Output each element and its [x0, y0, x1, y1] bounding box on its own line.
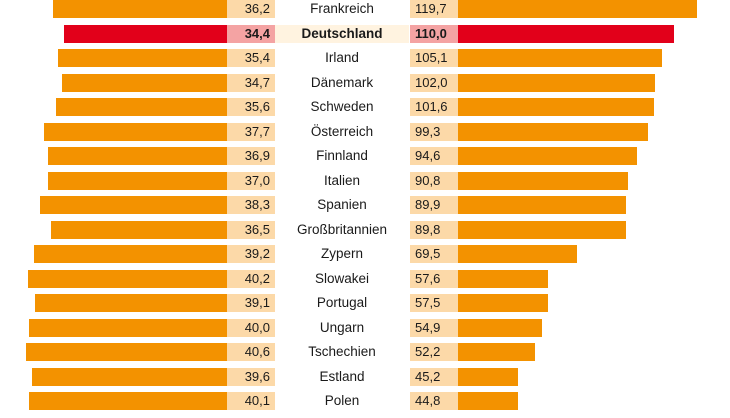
left-bar — [43, 122, 275, 141]
right-value-label: 102,0 — [410, 73, 458, 92]
right-value-label: 94,6 — [410, 147, 458, 165]
right-value-label: 57,6 — [410, 269, 458, 288]
country-label: Irland — [325, 50, 359, 65]
left-bar — [63, 24, 275, 43]
country-label: Frankreich — [310, 1, 374, 16]
left-value-label: 40,0 — [227, 318, 275, 337]
left-value-label: 37,7 — [227, 122, 275, 141]
right-value-label: 69,5 — [410, 245, 458, 263]
left-bar — [25, 343, 275, 361]
right-bar — [410, 122, 649, 141]
left-bar — [48, 147, 275, 165]
left-value-label: 35,4 — [227, 49, 275, 67]
left-bar — [29, 318, 275, 337]
left-bar — [57, 49, 275, 67]
left-value-label: 40,1 — [227, 392, 275, 410]
left-value-label: 39,1 — [227, 294, 275, 312]
right-value-label: 57,5 — [410, 294, 458, 312]
country-label: Zypern — [320, 246, 364, 261]
left-value-label: 39,2 — [227, 245, 275, 263]
left-value-label: 39,6 — [227, 367, 275, 386]
left-bar — [47, 171, 275, 190]
left-value-label: 36,2 — [227, 0, 275, 18]
left-bar — [28, 269, 275, 288]
left-bar — [34, 294, 275, 312]
left-value-label: 40,6 — [227, 343, 275, 361]
country-label: Tschechien — [308, 344, 376, 359]
right-bar — [410, 73, 655, 92]
country-label: Großbritannien — [296, 221, 388, 237]
right-value-label: 89,8 — [410, 220, 458, 239]
left-value-label: 36,9 — [227, 147, 275, 165]
right-value-label: 52,2 — [410, 343, 458, 361]
country-label: Dänemark — [310, 74, 374, 90]
right-bar — [410, 24, 674, 43]
right-value-label: 110,0 — [410, 24, 458, 43]
left-bar — [61, 73, 275, 92]
left-bar — [52, 0, 275, 18]
right-value-label: 89,9 — [410, 196, 458, 214]
right-bar — [410, 220, 626, 239]
country-label: Finnland — [316, 148, 368, 163]
right-value-label: 44,8 — [410, 392, 458, 410]
right-value-label: 99,3 — [410, 122, 458, 141]
country-label: Italien — [323, 172, 361, 188]
right-value-label: 101,6 — [410, 98, 458, 116]
right-bar — [410, 171, 628, 190]
right-value-label: 119,7 — [410, 0, 458, 18]
left-bar — [50, 220, 275, 239]
right-value-label: 105,1 — [410, 49, 458, 67]
country-label: Schweden — [310, 99, 374, 114]
left-value-label: 37,0 — [227, 171, 275, 190]
left-bar — [39, 196, 275, 214]
left-value-label: 36,5 — [227, 220, 275, 239]
country-label: Portugal — [316, 295, 368, 310]
right-bar — [410, 196, 626, 214]
right-value-label: 45,2 — [410, 367, 458, 386]
right-bar — [410, 49, 663, 67]
right-bar — [410, 98, 654, 116]
right-bar — [410, 147, 638, 165]
country-label: Slowakei — [314, 270, 370, 286]
left-value-label: 34,4 — [227, 24, 275, 43]
left-bar — [31, 367, 275, 386]
country-label: Polen — [324, 393, 360, 408]
country-label: Ungarn — [319, 319, 365, 335]
right-bar — [410, 0, 698, 18]
left-value-label: 35,6 — [227, 98, 275, 116]
left-value-label: 34,7 — [227, 73, 275, 92]
country-label: Österreich — [310, 123, 374, 139]
left-bar — [28, 392, 275, 410]
right-value-label: 90,8 — [410, 171, 458, 190]
left-value-label: 38,3 — [227, 196, 275, 214]
left-bar — [34, 245, 275, 263]
right-value-label: 54,9 — [410, 318, 458, 337]
left-value-label: 40,2 — [227, 269, 275, 288]
country-label: Spanien — [317, 197, 367, 212]
country-label: Deutschland — [275, 24, 409, 43]
country-label: Estland — [319, 368, 365, 384]
left-bar — [56, 98, 275, 116]
